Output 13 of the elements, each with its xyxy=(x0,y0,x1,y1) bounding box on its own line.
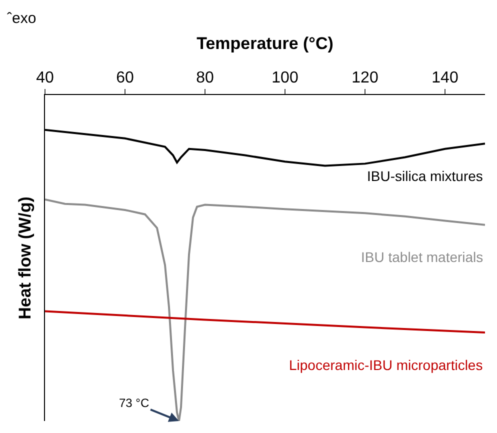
x-tick-label: 60 xyxy=(116,70,134,87)
text: ˆexo xyxy=(7,10,36,27)
x-tick-label: 40 xyxy=(36,70,54,87)
x-tick-label: 80 xyxy=(196,70,214,87)
x-axis-title: Temperature (°C) xyxy=(196,34,334,54)
series-label: IBU-silica mixtures xyxy=(367,168,483,184)
x-tick-label: 120 xyxy=(352,70,378,87)
x-tick-label: 100 xyxy=(272,70,298,87)
y-axis-title: Heat flow (W/g) xyxy=(16,196,35,320)
series-label: IBU tablet materials xyxy=(361,249,484,265)
x-tick-label: 140 xyxy=(432,70,458,87)
annotation: 73 °C xyxy=(119,396,150,410)
series-label: Lipoceramic-IBU microparticles xyxy=(289,357,483,373)
